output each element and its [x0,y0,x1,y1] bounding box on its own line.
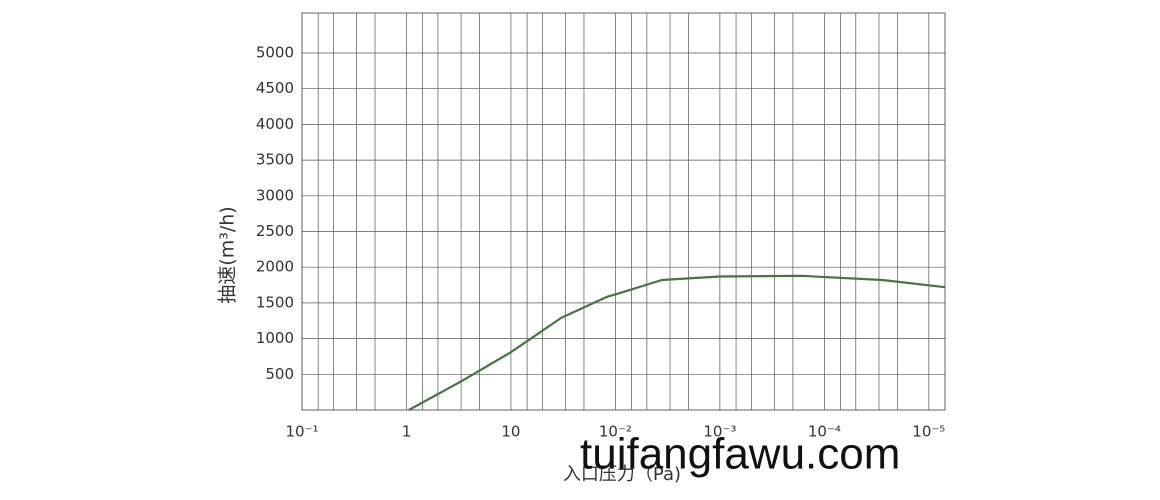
y-tick-label: 2500 [256,222,294,240]
x-tick-label: 10⁻³ [703,423,736,441]
y-tick-label: 5000 [256,43,294,61]
y-tick-label: 500 [265,365,294,383]
y-tick-label: 2000 [256,258,294,276]
x-tick-label: 10⁻² [599,423,632,441]
x-tick-label: 10⁻⁵ [912,423,945,441]
x-tick-label: 10 [501,423,520,441]
watermark: tuifangfawu.com [580,430,900,479]
x-axis-label: 入口压力（Pa) [563,464,681,485]
x-tick-label: 10⁻¹ [285,423,318,441]
x-tick-label: 10⁻⁴ [808,423,841,441]
plot-frame [301,12,946,411]
y-axis-label: 抽速(m³/h) [217,206,239,303]
x-tick-label: 1 [402,423,412,441]
y-tick-label: 4000 [256,115,294,133]
y-tick-label: 3000 [256,186,294,204]
y-tick-label: 3500 [256,151,294,169]
y-tick-label: 4500 [256,79,294,97]
y-tick-label: 1000 [256,329,294,347]
data-line [408,274,946,411]
y-tick-label: 1500 [256,293,294,311]
